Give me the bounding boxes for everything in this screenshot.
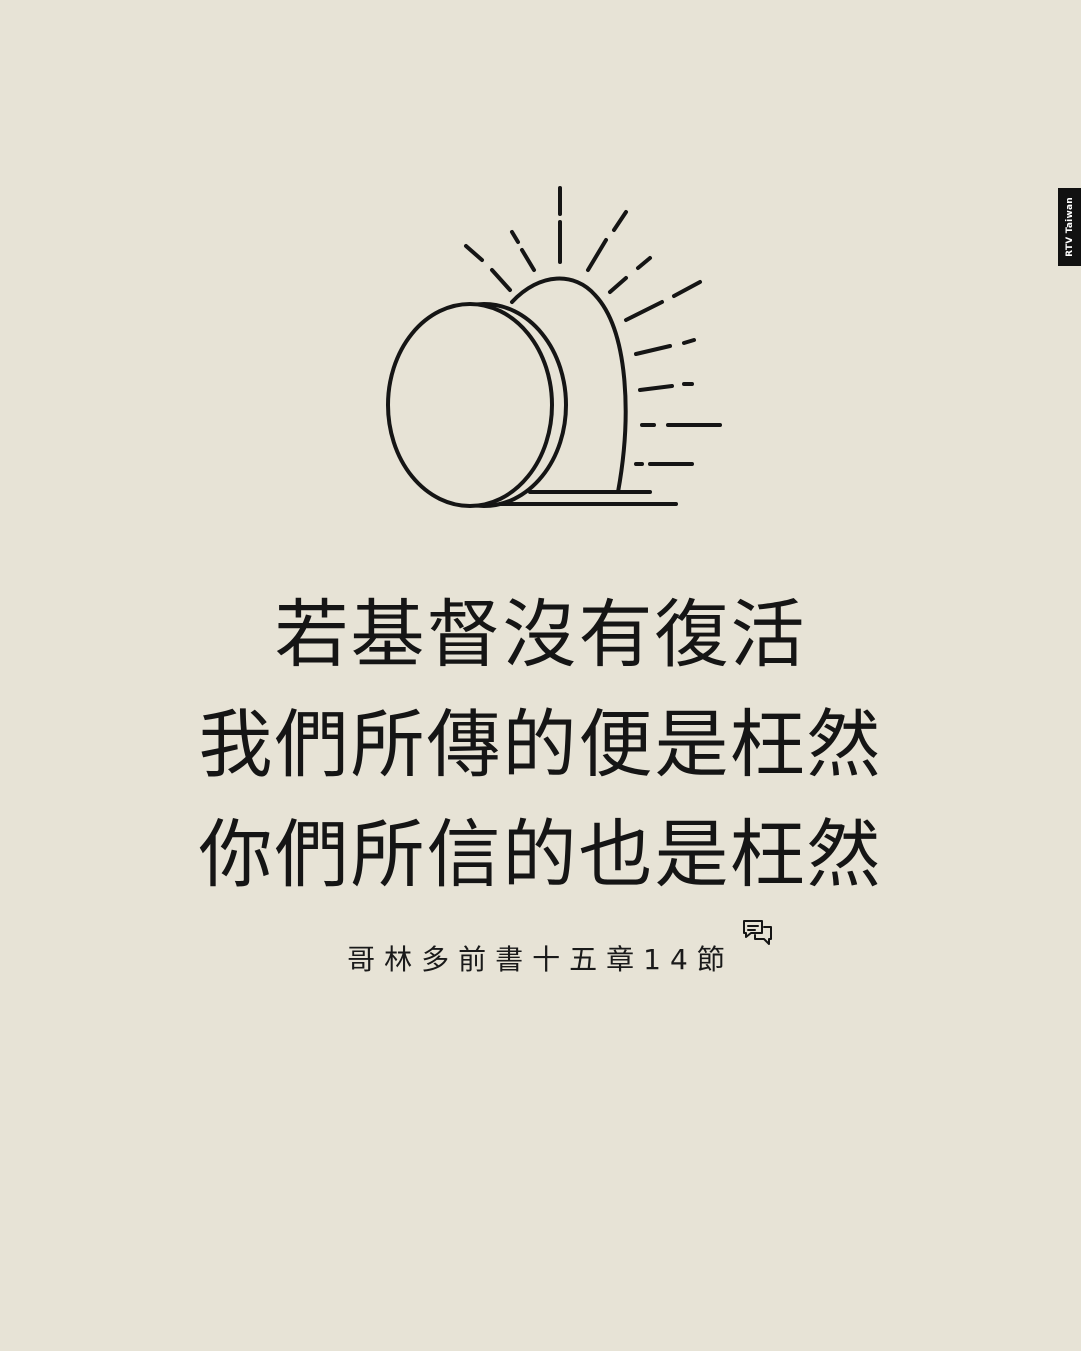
brand-label: RTV Taiwan xyxy=(1064,197,1075,257)
verse-block: 若基督沒有復活 我們所傳的便是枉然 你們所信的也是枉然 xyxy=(0,580,1081,910)
brand-tab: RTV Taiwan xyxy=(1058,188,1081,266)
empty-tomb-icon xyxy=(386,186,722,508)
verse-line-1: 若基督沒有復活 xyxy=(274,592,807,678)
reference-label: 哥林多前書十五章14節 xyxy=(347,943,734,976)
verse-reference: 哥林多前書十五章14節 xyxy=(0,920,1081,978)
chat-bubbles-icon xyxy=(742,920,772,945)
tomb-illustration xyxy=(370,180,740,520)
verse-line-3: 你們所信的也是枉然 xyxy=(198,812,883,898)
verse-line-2: 我們所傳的便是枉然 xyxy=(198,702,883,788)
reference-wrapper: 哥林多前書十五章14節 xyxy=(347,920,772,978)
